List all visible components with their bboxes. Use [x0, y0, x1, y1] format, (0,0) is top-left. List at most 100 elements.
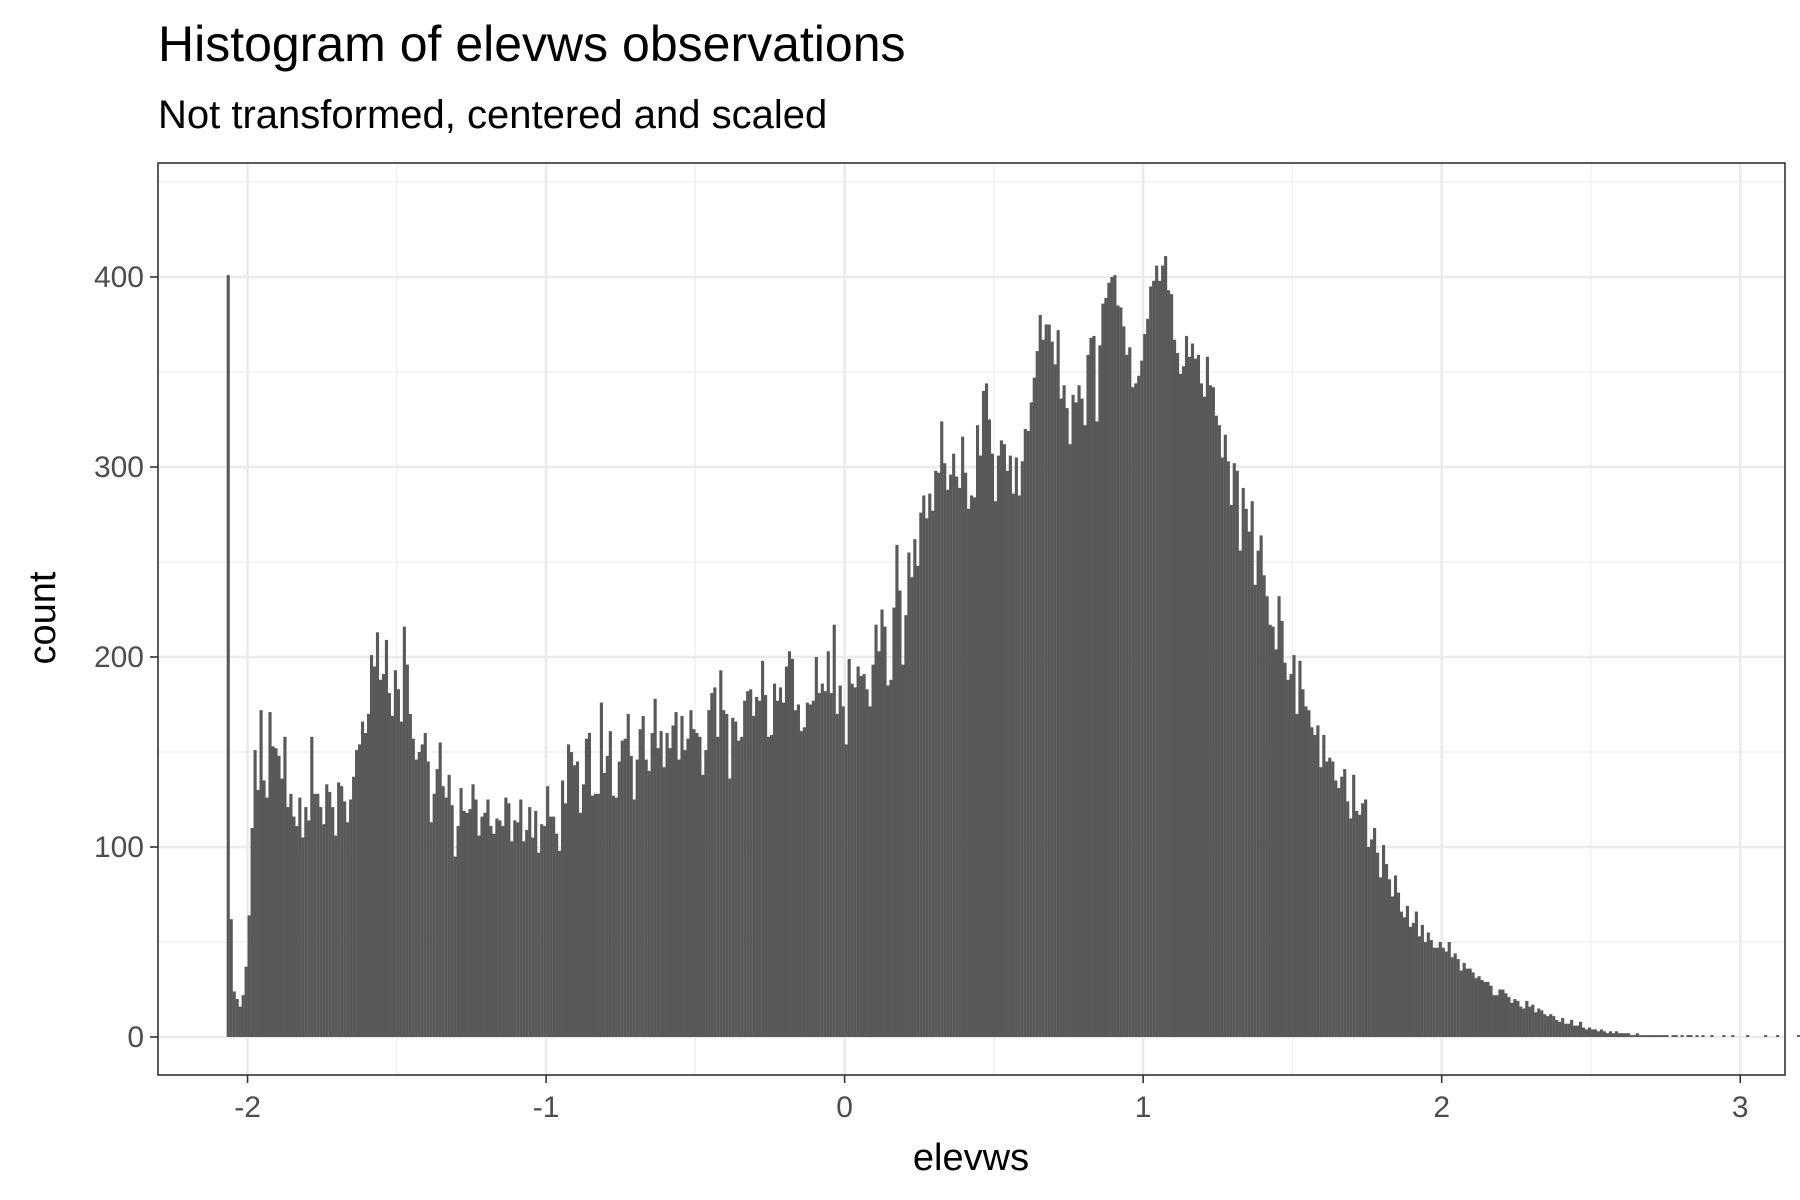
histogram-bar	[686, 738, 690, 1037]
histogram-bar	[301, 837, 305, 1037]
histogram-bar	[734, 721, 738, 1037]
histogram-bar	[790, 658, 795, 1037]
histogram-bar	[1268, 624, 1272, 1037]
histogram-bar	[1175, 353, 1180, 1037]
histogram-bar	[901, 664, 905, 1037]
histogram-bar	[346, 822, 350, 1037]
x-axis-title: elevws	[913, 1137, 1029, 1179]
histogram-bar	[1647, 1035, 1651, 1037]
histogram-bar	[704, 750, 708, 1037]
histogram-bar	[761, 660, 765, 1037]
histogram-bar	[304, 807, 308, 1037]
histogram-bar	[1146, 318, 1150, 1037]
histogram-bar	[659, 731, 663, 1037]
histogram-bar	[1489, 985, 1493, 1037]
histogram-bar	[1137, 375, 1141, 1037]
histogram-bar	[1561, 1018, 1565, 1037]
histogram-bar	[1367, 847, 1371, 1037]
histogram-bar	[1158, 280, 1162, 1037]
histogram-bar	[1274, 649, 1278, 1037]
histogram-bar	[1346, 801, 1350, 1037]
histogram-bar	[1522, 1008, 1526, 1037]
histogram-bar	[1361, 803, 1365, 1037]
histogram-bar	[459, 788, 463, 1037]
histogram-bar	[1423, 942, 1427, 1037]
histogram-bar	[238, 1006, 242, 1037]
histogram-bar	[1011, 493, 1015, 1038]
histogram-bar	[1540, 1010, 1544, 1037]
histogram-bar	[325, 784, 329, 1037]
histogram-bar	[1193, 358, 1198, 1037]
histogram-bar	[1477, 976, 1481, 1037]
histogram-bar	[895, 544, 899, 1037]
histogram-bar	[569, 752, 574, 1037]
histogram-bar	[393, 670, 397, 1037]
y-tick-label: 100	[94, 831, 144, 864]
histogram-bar	[513, 820, 517, 1037]
histogram-bar	[775, 700, 780, 1037]
histogram-bar	[331, 807, 335, 1037]
histogram-bar	[1671, 1035, 1675, 1037]
histogram-bar	[910, 577, 914, 1037]
histogram-bar	[590, 795, 595, 1037]
histogram-bar	[892, 607, 896, 1037]
histogram-bar	[1155, 265, 1159, 1038]
histogram-bar	[1256, 550, 1260, 1037]
histogram-bar	[259, 710, 263, 1037]
histogram-bar	[874, 624, 878, 1037]
histogram-bar	[1119, 307, 1123, 1037]
histogram-bar	[1593, 1029, 1598, 1037]
histogram-bar	[856, 666, 860, 1037]
histogram-bar	[832, 624, 836, 1037]
histogram-bar	[1480, 980, 1484, 1037]
histogram-bar	[767, 736, 771, 1037]
histogram-bar	[1584, 1029, 1589, 1037]
histogram-bar	[847, 658, 851, 1037]
histogram-bar	[1092, 335, 1096, 1037]
histogram-bar	[1014, 457, 1018, 1037]
histogram-bar	[1110, 277, 1114, 1037]
histogram-bar	[1223, 434, 1227, 1037]
histogram-bar	[623, 738, 627, 1037]
histogram-bar	[626, 714, 630, 1037]
histogram-bar	[1214, 415, 1218, 1037]
histogram-bar	[1134, 383, 1138, 1037]
histogram-bar	[1358, 814, 1362, 1037]
histogram-bar	[758, 700, 762, 1037]
histogram-bar	[1438, 942, 1442, 1037]
y-tick-label: 0	[127, 1021, 144, 1054]
histogram-bar	[674, 712, 678, 1037]
histogram-bar	[265, 797, 269, 1037]
histogram-bar	[241, 995, 245, 1037]
histogram-bar	[1005, 470, 1009, 1037]
histogram-bar	[1187, 356, 1192, 1037]
x-tick-label: -1	[533, 1091, 560, 1124]
histogram-bar	[552, 816, 556, 1037]
histogram-bar	[755, 696, 759, 1037]
histogram-bar	[656, 748, 660, 1037]
histogram-bar	[993, 501, 998, 1037]
histogram-bar	[749, 689, 753, 1037]
histogram-bar	[232, 991, 236, 1037]
histogram-bar	[286, 807, 290, 1037]
histogram-bar	[384, 639, 389, 1037]
histogram-bar	[1617, 1033, 1621, 1037]
histogram-bar	[1519, 1006, 1523, 1037]
histogram-bar	[531, 837, 535, 1037]
histogram-bar	[1674, 1035, 1678, 1037]
histogram-bar	[1241, 487, 1245, 1037]
histogram-bar	[1680, 1035, 1684, 1037]
histogram-bar	[334, 835, 338, 1037]
histogram-bar	[572, 765, 577, 1037]
histogram-bar	[987, 419, 992, 1037]
histogram-bar	[465, 812, 469, 1037]
histogram-bar	[1352, 774, 1356, 1037]
x-tick-label: 1	[1135, 1091, 1152, 1124]
histogram-bar	[1543, 1014, 1547, 1037]
histogram-bar	[958, 487, 962, 1037]
histogram-bar	[1053, 364, 1057, 1037]
histogram-bar	[358, 744, 362, 1037]
histogram-bar	[928, 493, 932, 1038]
histogram-bar	[1164, 256, 1168, 1038]
histogram-bar	[1313, 734, 1317, 1037]
